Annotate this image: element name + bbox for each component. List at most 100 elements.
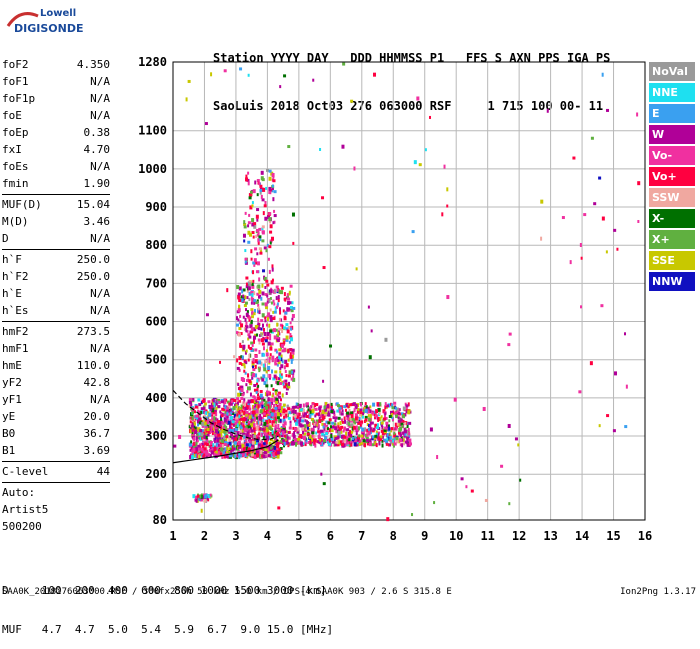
y-tick-label: 300 bbox=[145, 429, 167, 443]
echo-point bbox=[243, 416, 246, 420]
legend-item: NNE bbox=[649, 83, 695, 102]
echo-point bbox=[188, 442, 192, 447]
echo-point bbox=[306, 432, 310, 436]
echo-point bbox=[265, 413, 269, 417]
echo-point bbox=[240, 446, 244, 451]
echo-point bbox=[292, 306, 296, 310]
echo-point bbox=[443, 164, 446, 169]
echo-point bbox=[395, 436, 399, 441]
param-row: h`F2 250.0 bbox=[2, 268, 110, 285]
echo-point bbox=[413, 160, 417, 165]
echo-point bbox=[289, 305, 293, 309]
echo-point bbox=[246, 296, 249, 300]
echo-point bbox=[202, 454, 205, 458]
echo-point bbox=[284, 382, 288, 386]
echo-point bbox=[320, 429, 324, 433]
echo-point bbox=[385, 439, 389, 444]
x-tick-label: 5 bbox=[295, 529, 302, 543]
echo-point bbox=[291, 317, 294, 321]
echo-point bbox=[240, 323, 244, 328]
echo-point bbox=[290, 357, 294, 361]
echo-point bbox=[210, 72, 213, 77]
echo-point bbox=[309, 409, 312, 414]
echo-point bbox=[345, 404, 348, 408]
echo-point bbox=[332, 416, 336, 420]
param-name: foF1 bbox=[2, 75, 29, 88]
echo-point bbox=[267, 415, 271, 419]
echo-point bbox=[278, 428, 281, 433]
echo-point bbox=[240, 404, 243, 409]
echo-point bbox=[356, 438, 359, 442]
echo-point bbox=[339, 441, 342, 446]
param-row: D N/A bbox=[2, 230, 110, 247]
echo-point bbox=[249, 427, 252, 431]
echo-point bbox=[356, 409, 359, 414]
echo-point bbox=[192, 421, 196, 426]
echo-point bbox=[282, 382, 285, 386]
echo-point bbox=[263, 428, 266, 432]
echo-point bbox=[340, 418, 343, 423]
echo-point bbox=[257, 420, 260, 425]
echo-point bbox=[271, 369, 274, 374]
echo-point bbox=[329, 344, 333, 348]
echo-point bbox=[294, 427, 298, 431]
echo-point bbox=[339, 421, 342, 426]
echo-point bbox=[289, 348, 293, 352]
echo-point bbox=[197, 405, 200, 409]
echo-point bbox=[240, 417, 244, 421]
echo-point bbox=[395, 440, 399, 444]
legend-item: W bbox=[649, 125, 695, 144]
echo-point bbox=[295, 427, 299, 432]
echo-point bbox=[261, 352, 265, 357]
parameter-panel: foF2 4.350 foF1 N/A foF1p N/A foE N/A foEp 0.38 fx… bbox=[2, 56, 110, 535]
x-tick-label: 11 bbox=[480, 529, 494, 543]
echo-point bbox=[385, 404, 389, 408]
echo-point bbox=[284, 297, 287, 302]
auto-label: Auto: bbox=[2, 486, 36, 499]
echo-point bbox=[245, 174, 248, 178]
echo-point bbox=[258, 289, 262, 294]
echo-point bbox=[269, 190, 272, 195]
echo-point bbox=[244, 361, 248, 365]
echo-point bbox=[271, 414, 274, 419]
echo-point bbox=[259, 439, 262, 444]
echo-point bbox=[387, 443, 390, 447]
echo-point bbox=[453, 397, 457, 402]
echo-point bbox=[257, 238, 260, 243]
echo-point bbox=[229, 424, 232, 429]
echo-point bbox=[238, 327, 242, 331]
echo-point bbox=[257, 443, 261, 447]
echo-point bbox=[263, 204, 267, 208]
echo-point bbox=[240, 397, 244, 401]
echo-point bbox=[245, 412, 249, 417]
echo-point bbox=[264, 339, 268, 343]
echo-point bbox=[355, 267, 358, 271]
echo-point bbox=[251, 360, 255, 364]
echo-point bbox=[389, 410, 393, 415]
echo-point bbox=[259, 450, 263, 455]
echo-point bbox=[210, 450, 214, 455]
echo-point bbox=[268, 441, 272, 445]
echo-point bbox=[364, 427, 367, 432]
echo-point bbox=[234, 427, 238, 431]
echo-point bbox=[262, 211, 265, 216]
echo-point bbox=[277, 359, 280, 363]
echo-point bbox=[275, 328, 278, 332]
echo-point bbox=[266, 315, 270, 319]
x-tick-label: 6 bbox=[327, 529, 334, 543]
echo-point bbox=[246, 329, 249, 333]
echo-point bbox=[268, 190, 271, 194]
echo-point bbox=[250, 330, 254, 334]
echo-point bbox=[345, 431, 348, 436]
echo-point bbox=[264, 293, 268, 297]
echo-point bbox=[208, 448, 211, 452]
echo-point bbox=[213, 403, 216, 408]
echo-point bbox=[270, 446, 273, 450]
echo-point bbox=[265, 323, 268, 327]
param-row: h`E N/A bbox=[2, 285, 110, 302]
echo-point bbox=[322, 425, 325, 429]
echo-point bbox=[228, 441, 232, 446]
echo-point bbox=[204, 423, 207, 428]
echo-point bbox=[232, 405, 236, 410]
echo-point bbox=[304, 442, 307, 447]
